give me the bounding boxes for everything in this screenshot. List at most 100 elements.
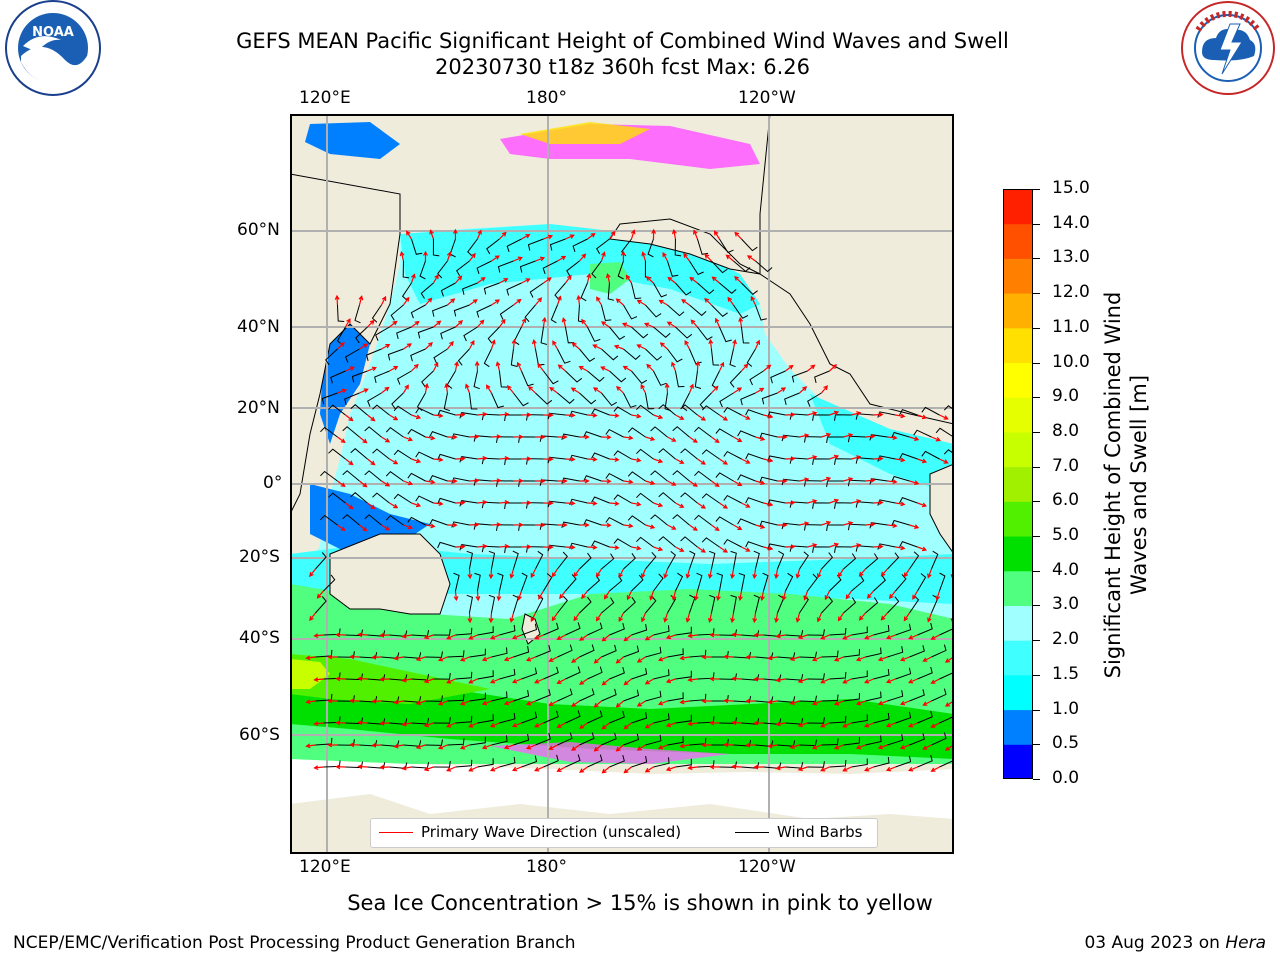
wind-barb bbox=[396, 370, 412, 385]
wave-direction-arrow bbox=[367, 366, 377, 372]
wind-barb bbox=[336, 304, 345, 322]
wave-direction-arrow bbox=[829, 410, 840, 416]
wave-direction-arrow bbox=[535, 256, 546, 262]
wind-barb bbox=[623, 645, 640, 658]
wave-direction-arrow bbox=[704, 253, 712, 262]
wind-barb bbox=[524, 304, 536, 323]
wave-direction-arrow bbox=[851, 411, 862, 416]
wind-barb bbox=[350, 448, 368, 460]
wave-direction-arrow bbox=[499, 412, 510, 417]
wave-direction-arrow bbox=[447, 434, 458, 440]
wave-direction-arrow bbox=[469, 434, 480, 440]
wave-direction-arrow bbox=[565, 500, 576, 506]
wind-barb bbox=[895, 574, 907, 592]
wind-barb bbox=[667, 736, 684, 746]
wave-direction-arrow bbox=[666, 321, 676, 328]
wave-direction-arrow bbox=[535, 478, 546, 484]
wind-barb bbox=[672, 470, 690, 482]
wave-direction-arrow bbox=[571, 656, 580, 663]
wind-barb bbox=[396, 326, 412, 340]
wind-barb bbox=[535, 732, 551, 746]
wind-barb bbox=[709, 550, 716, 570]
wind-barb bbox=[653, 573, 664, 592]
colorbar-tick-mark bbox=[1033, 779, 1040, 780]
wind-barb bbox=[746, 348, 756, 367]
wind-barb bbox=[519, 260, 536, 273]
lat-label-20s: 20°S bbox=[239, 547, 280, 567]
wave-direction-arrow bbox=[499, 500, 510, 505]
wave-direction-arrow bbox=[359, 388, 369, 394]
wave-direction-arrow bbox=[658, 299, 668, 306]
legend-item-wind-barbs: Wind Barbs bbox=[735, 823, 862, 841]
wave-direction-arrow bbox=[521, 234, 531, 240]
wave-direction-arrow bbox=[636, 744, 646, 751]
wave-direction-arrow bbox=[626, 590, 632, 601]
wind-barb bbox=[587, 754, 603, 768]
wave-direction-arrow bbox=[429, 229, 435, 240]
ocean-band-cyan-east bbox=[810, 394, 954, 494]
wave-direction-arrow bbox=[499, 278, 509, 284]
wind-barb bbox=[390, 304, 404, 321]
wave-direction-arrow bbox=[842, 722, 852, 728]
wind-barb bbox=[447, 694, 465, 702]
lon-label-top-120e: 120°E bbox=[299, 88, 351, 108]
wind-barb bbox=[609, 710, 625, 724]
wind-barb bbox=[636, 448, 654, 460]
wind-barb bbox=[891, 431, 910, 439]
wave-direction-arrow bbox=[738, 316, 744, 328]
colorbar-segment bbox=[1003, 189, 1033, 225]
wave-direction-arrow bbox=[459, 744, 470, 750]
wind-barb bbox=[565, 574, 577, 592]
wave-direction-arrow bbox=[509, 568, 515, 579]
wind-barb bbox=[694, 370, 702, 389]
wind-barb bbox=[931, 644, 947, 658]
wave-direction-arrow bbox=[521, 412, 532, 418]
legend-item-wave-direction: Primary Wave Direction (unscaled) bbox=[379, 823, 681, 841]
wind-barb bbox=[601, 348, 619, 361]
wind-barb bbox=[723, 538, 742, 548]
wave-direction-arrow bbox=[595, 568, 602, 578]
wave-direction-arrow bbox=[829, 454, 840, 460]
wave-direction-arrow bbox=[842, 634, 852, 640]
wind-barb bbox=[761, 392, 778, 405]
wave-direction-arrow bbox=[337, 388, 348, 394]
wave-direction-arrow bbox=[820, 634, 830, 640]
wave-direction-arrow bbox=[531, 338, 537, 350]
wave-direction-arrow bbox=[305, 743, 316, 749]
wave-direction-arrow bbox=[403, 436, 414, 442]
wind-barb bbox=[658, 492, 676, 504]
wave-direction-arrow bbox=[689, 436, 698, 443]
wind-barb bbox=[701, 449, 720, 460]
wave-direction-arrow bbox=[446, 722, 456, 728]
wave-direction-arrow bbox=[344, 318, 351, 328]
wave-direction-arrow bbox=[453, 590, 459, 602]
wind-barb bbox=[877, 543, 896, 550]
wave-direction-arrow bbox=[587, 232, 596, 240]
wave-direction-arrow bbox=[671, 228, 677, 240]
wind-barb bbox=[645, 551, 657, 570]
wave-direction-arrow bbox=[750, 295, 756, 306]
wind-barb bbox=[647, 238, 654, 258]
wind-barb bbox=[689, 260, 704, 276]
wave-direction-arrow bbox=[513, 478, 524, 484]
wind-barb bbox=[579, 644, 595, 658]
wave-direction-arrow bbox=[548, 656, 558, 662]
wave-direction-arrow bbox=[939, 458, 949, 464]
wave-direction-arrow bbox=[711, 385, 719, 394]
wave-direction-arrow bbox=[687, 765, 698, 771]
wave-direction-arrow bbox=[489, 766, 500, 772]
wave-direction-arrow bbox=[675, 458, 685, 464]
wind-barb bbox=[521, 711, 538, 724]
wind-barb bbox=[666, 260, 679, 277]
wind-barb bbox=[697, 760, 715, 768]
wave-direction-arrow bbox=[851, 455, 862, 460]
wave-direction-arrow bbox=[719, 546, 728, 553]
wave-direction-arrow bbox=[608, 230, 616, 240]
wind-barb bbox=[466, 550, 473, 570]
wave-direction-arrow bbox=[565, 456, 576, 462]
wind-barb bbox=[821, 552, 834, 570]
wave-direction-arrow bbox=[379, 676, 390, 682]
wave-direction-arrow bbox=[718, 361, 725, 372]
lat-label-60s: 60°S bbox=[239, 725, 280, 745]
wave-direction-arrow bbox=[511, 634, 522, 640]
